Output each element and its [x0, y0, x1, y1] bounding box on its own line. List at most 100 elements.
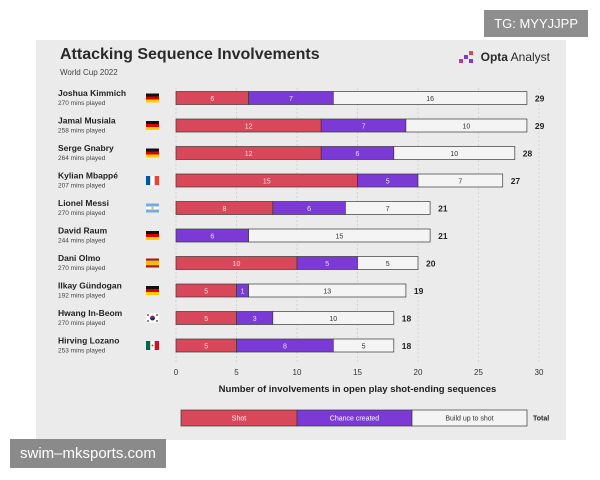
player-name-label: Ilkay Gündogan	[58, 281, 122, 291]
total-value-label: 28	[523, 149, 533, 159]
segment-value-label: 6	[210, 96, 214, 103]
minutes-played-label: 270 mins played	[58, 210, 106, 217]
player-name-label: Joshua Kimmich	[58, 88, 126, 98]
argentina-flag-icon	[146, 203, 159, 213]
bar-segment-build-up-to-shot	[272, 311, 395, 325]
minutes-played-label: 207 mins played	[58, 183, 106, 190]
segment-value-label: 10	[329, 316, 337, 323]
segment-value-label: 12	[245, 151, 253, 158]
total-value-label: 19	[414, 286, 424, 296]
player-name-label: Hirving Lozano	[58, 336, 119, 346]
legend-label: Build up to shot	[445, 416, 493, 423]
total-value-label: 21	[438, 231, 448, 241]
segment-value-label: 8	[283, 344, 287, 351]
total-value-label: 18	[402, 341, 412, 351]
segment-value-label: 15	[263, 179, 271, 186]
minutes-played-label: 270 mins played	[58, 320, 106, 327]
segment-value-label: 7	[362, 124, 366, 131]
minutes-played-label: 258 mins played	[58, 128, 106, 135]
minutes-played-label: 270 mins played	[58, 100, 106, 107]
segment-value-label: 15	[335, 234, 343, 241]
segment-value-label: 5	[362, 344, 366, 351]
x-tick-label-0: 0	[174, 368, 179, 377]
segment-value-label: 6	[307, 206, 311, 213]
chart-title: Attacking Sequence Involvements	[60, 46, 320, 63]
bar-segment-build-up-to-shot	[332, 91, 528, 105]
x-tick-label-30: 30	[535, 368, 544, 377]
segment-value-label: 7	[386, 206, 390, 213]
segment-value-label: 3	[253, 316, 257, 323]
germany-flag-icon	[146, 93, 159, 103]
chart-card: Attacking Sequence Involvements World Cu…	[36, 40, 566, 440]
player-name-label: Kylian Mbappé	[58, 171, 118, 181]
opta-logo-icon	[458, 51, 473, 63]
legend-swatch-build-up-to-shot	[411, 409, 528, 427]
bar-segment-build-up-to-shot	[357, 256, 419, 270]
segment-value-label: 6	[356, 151, 360, 158]
x-axis-label: Number of involvements in open play shot…	[219, 384, 497, 395]
segment-value-label: 5	[386, 261, 390, 268]
player-name-label: Lionel Messi	[58, 198, 109, 208]
segment-value-label: 10	[450, 151, 458, 158]
segment-value-label: 6	[210, 234, 214, 241]
germany-flag-icon	[146, 148, 159, 158]
player-name-label: Hwang In-Beom	[58, 308, 123, 318]
x-tick-label-20: 20	[414, 368, 423, 377]
spain-flag-icon	[146, 258, 159, 268]
bar-segment-build-up-to-shot	[248, 228, 431, 243]
segment-value-label: 5	[325, 261, 329, 268]
bar-segment-build-up-to-shot	[417, 173, 504, 188]
segment-value-label: 10	[463, 124, 471, 131]
total-value-label: 21	[438, 204, 448, 214]
segment-value-label: 7	[458, 179, 462, 186]
south-korea-flag-icon	[146, 313, 159, 323]
x-tick-label-5: 5	[234, 368, 239, 377]
legend-total-label: Total	[533, 416, 549, 423]
legend-label: Chance created	[330, 416, 380, 423]
x-tick-label-25: 25	[474, 368, 483, 377]
bar-segment-build-up-to-shot	[248, 283, 407, 298]
x-tick-label-10: 10	[293, 368, 302, 377]
site-watermark: swim–mksports.com	[10, 439, 166, 468]
x-tick-label-15: 15	[353, 368, 362, 377]
total-value-label: 27	[511, 176, 521, 186]
opta-analyst-logo: Opta Analyst	[458, 50, 550, 64]
segment-value-label: 12	[245, 124, 253, 131]
minutes-played-label: 264 mins played	[58, 155, 106, 162]
bar-segment-build-up-to-shot	[393, 146, 516, 160]
telegram-watermark: TG: MYYJJPP	[484, 10, 588, 37]
total-value-label: 29	[535, 121, 545, 131]
segment-value-label: 8	[222, 206, 226, 213]
mexico-flag-icon	[146, 341, 159, 350]
minutes-played-label: 270 mins played	[58, 265, 106, 272]
segment-value-label: 1	[241, 289, 245, 296]
player-name-label: David Raum	[58, 226, 108, 236]
logo-bold-text: Opta	[480, 50, 508, 64]
segment-value-label: 7	[289, 96, 293, 103]
segment-value-label: 10	[233, 261, 241, 268]
bar-segment-build-up-to-shot	[332, 338, 395, 353]
player-name-label: Jamal Musiala	[58, 116, 116, 126]
minutes-played-label: 192 mins played	[58, 293, 106, 300]
bar-segment-build-up-to-shot	[345, 201, 431, 215]
segment-value-label: 5	[204, 289, 208, 296]
segment-value-label: 16	[426, 96, 434, 103]
segment-value-label: 5	[204, 316, 208, 323]
legend-label: Shot	[232, 416, 246, 423]
player-name-label: Dani Olmo	[58, 253, 101, 263]
total-value-label: 18	[402, 314, 412, 324]
total-value-label: 29	[535, 94, 545, 104]
minutes-played-label: 253 mins played	[58, 348, 106, 355]
germany-flag-icon	[146, 121, 159, 130]
chart-subtitle: World Cup 2022	[60, 68, 118, 77]
france-flag-icon	[146, 176, 159, 185]
segment-value-label: 5	[386, 179, 390, 186]
segment-value-label: 13	[323, 289, 331, 296]
bar-segment-build-up-to-shot	[405, 118, 528, 133]
total-value-label: 20	[426, 259, 436, 269]
segment-value-label: 5	[204, 344, 208, 351]
player-name-label: Serge Gnabry	[58, 143, 114, 153]
germany-flag-icon	[146, 286, 159, 295]
logo-text: Analyst	[507, 50, 550, 64]
